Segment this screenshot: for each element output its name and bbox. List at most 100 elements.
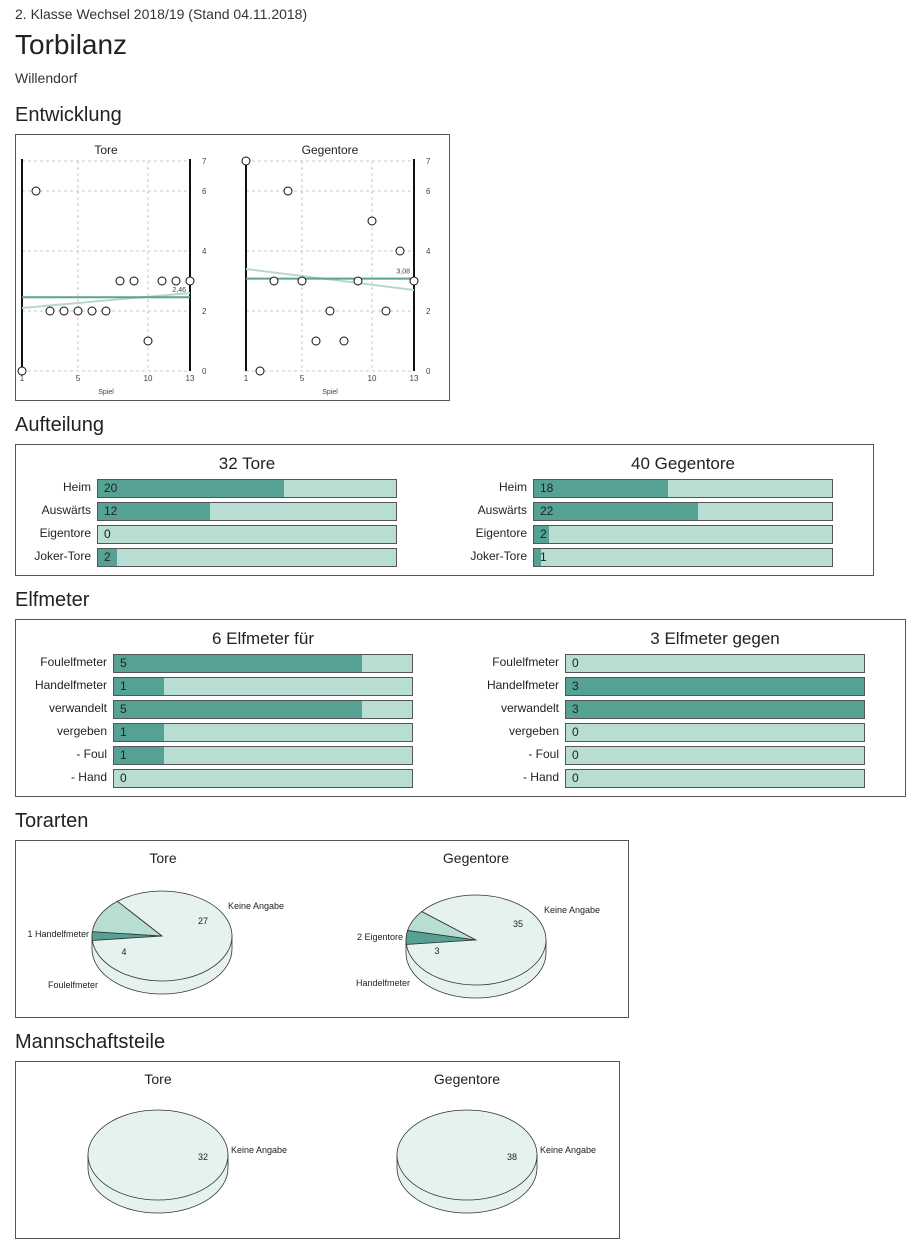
bar-value: 2 [104, 550, 111, 564]
bar-value: 0 [104, 527, 111, 541]
tore-data-point [185, 276, 195, 286]
bar-value: 5 [120, 702, 127, 716]
bar-fill [98, 549, 117, 566]
bar-row-label: Foulelfmeter [40, 655, 107, 669]
bar-track: 20 [97, 479, 397, 498]
bar-track: 0 [565, 769, 865, 788]
gegentore-data-point [353, 276, 363, 286]
bar-fill [534, 480, 669, 497]
bar-track: 5 [113, 654, 413, 673]
tore-xtick-label: 5 [76, 374, 81, 383]
mann-tore-pie-slice [87, 1109, 229, 1201]
bar-row-label: vergeben [56, 724, 107, 738]
bar-value: 22 [540, 504, 554, 518]
gegentore-data-point [339, 336, 349, 346]
tore-data-point [143, 336, 153, 346]
torarten-gegentore-pie-slice [405, 894, 547, 986]
tore-data-point [115, 276, 125, 286]
tore-xaxis-label: Spiel [98, 389, 114, 396]
mann-gegentore-pie-label: Keine Angabe [540, 1145, 596, 1155]
bar-row-label: - Foul [76, 747, 107, 761]
bar-chart-title: 40 Gegentore [631, 454, 735, 473]
bar-value: 0 [572, 656, 579, 670]
tore-data-point [129, 276, 139, 286]
torarten-gegentore-pie-title: Gegentore [443, 850, 509, 866]
tore-data-point [31, 186, 41, 196]
bar-value: 1 [540, 550, 547, 564]
bar-track: 3 [565, 700, 865, 719]
bar-fill [534, 526, 549, 543]
torarten-tore-pie-value: 4 [121, 947, 126, 957]
gegentore-xtick-label: 5 [300, 374, 305, 383]
bar-chart-title: 6 Elfmeter für [211, 629, 315, 648]
gegentore-data-point [325, 306, 335, 316]
tore-data-point [73, 306, 83, 316]
bar-row-label: Eigentore [39, 526, 91, 540]
gegentore-ytick-label: 7 [426, 157, 431, 166]
bar-row-label: Heim [498, 480, 527, 494]
bar-value: 2 [540, 527, 547, 541]
gegentore-ytick-label: 2 [426, 307, 431, 316]
bar-fill [566, 701, 864, 718]
entwicklung-charts: 0 2 4 6 7 1 5 10 13 Tore Spiel 2,46 0 2 4 6 7 1 5 10 13 Gegen… [17, 143, 431, 396]
bar-value: 18 [540, 481, 554, 495]
torarten-gegentore-pie-value: 3 [434, 946, 439, 956]
bar-value: 3 [572, 702, 579, 716]
aufteilung-gegentore-chart: 40 Gegentore Heim 18 Auswärts 22 Eigentore 2 Jo… [450, 454, 841, 571]
bar-track: 0 [97, 525, 397, 544]
bar-track: 1 [113, 746, 413, 765]
bar-track: 12 [97, 502, 397, 521]
mann-gegentore-pie-value: 38 [507, 1152, 517, 1162]
gegentore-chart-title: Gegentore [302, 143, 359, 157]
torarten-gegentore-pie-value: 35 [513, 919, 523, 929]
tore-ytick-label: 6 [202, 187, 207, 196]
bar-track: 3 [565, 677, 865, 696]
bar-value: 1 [120, 679, 127, 693]
page-title: Torbilanz [15, 29, 128, 60]
gegentore-ytick-label: 0 [426, 367, 431, 376]
tore-xtick-label: 1 [20, 374, 25, 383]
bar-value: 1 [120, 725, 127, 739]
gegentore-xtick-label: 1 [244, 374, 249, 383]
bar-fill [114, 724, 164, 741]
bar-row-label: Joker-Tore [470, 549, 527, 563]
bar-row-label: Auswärts [41, 503, 91, 517]
tore-data-point [171, 276, 181, 286]
bar-fill [114, 701, 363, 718]
mannschaftsteile-charts: Tore Keine Angabe 32 Gegentore Keine Angabe 3… [87, 1071, 596, 1214]
elfmeter-fuer-chart: 6 Elfmeter für Foulelfmeter 5 Handelfmeter 1… [15, 629, 421, 792]
tore-data-point [17, 366, 27, 376]
bar-row-label: Heim [62, 480, 91, 494]
tore-average-label: 2,46 [172, 287, 186, 294]
mann-tore-pie-value: 32 [198, 1152, 208, 1162]
bar-value: 1 [120, 748, 127, 762]
gegentore-data-point [241, 156, 251, 166]
tore-data-point [87, 306, 97, 316]
bar-track: 0 [565, 723, 865, 742]
bar-row-label: verwandelt [48, 701, 107, 715]
gegentore-xtick-label: 10 [368, 374, 377, 383]
gegentore-ytick-label: 6 [426, 187, 431, 196]
section-entwicklung-heading: Entwicklung [15, 104, 122, 126]
bar-fill [534, 503, 698, 520]
bar-row-label: Joker-Tore [34, 549, 91, 563]
tore-data-point [59, 306, 69, 316]
gegentore-data-point [297, 276, 307, 286]
bar-row-label: Eigentore [475, 526, 527, 540]
mann-tore-pie-label: Keine Angabe [231, 1145, 287, 1155]
bar-track: 1 [113, 723, 413, 742]
season-subtitle: 2. Klasse Wechsel 2018/19 (Stand 04.11.2… [15, 6, 308, 22]
bar-row-label: Auswärts [477, 503, 527, 517]
gegentore-ytick-label: 4 [426, 247, 431, 256]
bar-track: 5 [113, 700, 413, 719]
bar-fill [114, 678, 164, 695]
gegentore-data-point [283, 186, 293, 196]
section-mannschaftsteile-heading: Mannschaftsteile [15, 1031, 166, 1053]
mann-gegentore-pie-slice [396, 1109, 538, 1201]
torarten-tore-pie-label: Foulelfmeter [48, 980, 98, 990]
torarten-tore-pie-title: Tore [149, 850, 176, 866]
bar-track: 2 [97, 548, 397, 567]
bar-track: 0 [565, 654, 865, 673]
tore-ytick-label: 7 [202, 157, 207, 166]
bar-track: 1 [113, 677, 413, 696]
